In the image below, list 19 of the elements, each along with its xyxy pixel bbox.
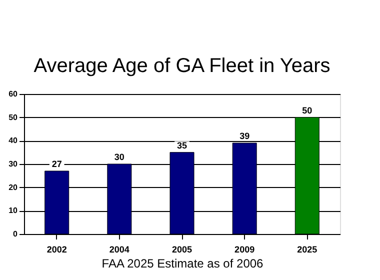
y-tick-label: 40 (8, 136, 18, 146)
data-label: 27 (52, 159, 62, 169)
x-tick-label: 2009 (234, 244, 255, 254)
y-tick-label: 50 (8, 112, 18, 122)
y-tick-label: 10 (8, 206, 18, 216)
y-tick-label: 0 (13, 230, 18, 238)
chart-title: Average Age of GA Fleet in Years (34, 55, 330, 77)
y-tick-label: 20 (8, 182, 18, 192)
data-label: 39 (240, 131, 250, 141)
x-tick-label: 2002 (46, 244, 67, 254)
x-tick-label: 2004 (109, 244, 130, 254)
data-label: 30 (114, 152, 124, 162)
x-tick-label: 2005 (172, 244, 192, 254)
x-tick-label: 2025 (297, 244, 318, 254)
y-tick-label: 30 (8, 160, 18, 168)
y-tick-label: 60 (8, 90, 18, 98)
data-label: 50 (302, 105, 312, 116)
data-label: 35 (176, 140, 188, 150)
text: FAA 2025 Estimate as of 2006 (102, 256, 264, 270)
